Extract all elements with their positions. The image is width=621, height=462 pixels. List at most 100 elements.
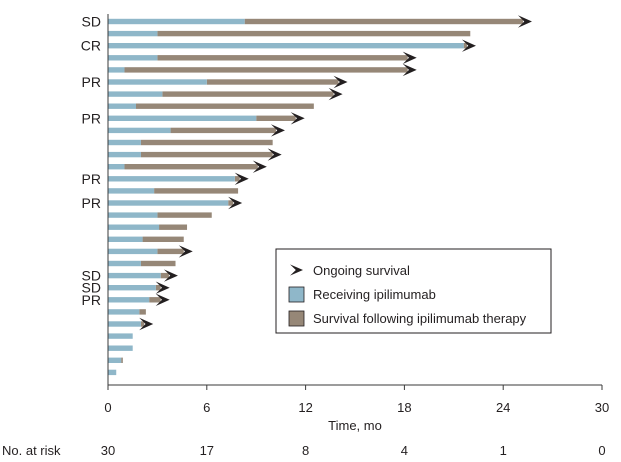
bar-survival-following-ipilimumab: [160, 272, 169, 279]
bar-receiving-ipilimumab: [108, 200, 229, 206]
bar-receiving-ipilimumab: [108, 272, 161, 279]
bar-receiving-ipilimumab: [108, 67, 125, 73]
bars-layer: [108, 18, 523, 376]
bar-survival-following-ipilimumab: [157, 212, 212, 218]
bar-receiving-ipilimumab: [108, 260, 141, 267]
bar-survival-following-ipilimumab: [157, 55, 408, 61]
bar-survival-following-ipilimumab: [157, 30, 471, 37]
response-label: PR: [82, 171, 101, 187]
bar-survival-following-ipilimumab: [162, 91, 334, 97]
bar-receiving-ipilimumab: [108, 309, 140, 315]
legend-following-swatch: [288, 310, 305, 327]
bar-survival-following-ipilimumab: [159, 224, 188, 230]
legend-ongoing-label: Ongoing survival: [313, 263, 410, 278]
bar-receiving-ipilimumab: [108, 212, 158, 218]
bar-survival-following-ipilimumab: [244, 18, 523, 25]
bar-receiving-ipilimumab: [108, 139, 141, 146]
x-tick-label: 24: [496, 400, 510, 415]
bar-receiving-ipilimumab: [108, 369, 117, 376]
bar-receiving-ipilimumab: [108, 127, 171, 134]
legend-receiving-swatch: [288, 286, 305, 303]
ongoing-survival-arrow-icon: [328, 87, 343, 101]
response-label: SD: [82, 14, 101, 30]
bar-survival-following-ipilimumab: [140, 151, 273, 158]
ongoing-survival-arrow-icon: [402, 51, 417, 64]
bar-survival-following-ipilimumab: [140, 260, 176, 267]
ongoing-survival-arrow-icon: [267, 148, 282, 161]
bar-survival-following-ipilimumab: [170, 127, 276, 134]
response-label: PR: [82, 292, 101, 308]
bar-survival-following-ipilimumab: [149, 297, 161, 303]
bar-survival-following-ipilimumab: [142, 236, 184, 242]
at-risk-row: No. at risk 30 17 8 4 1 0: [2, 443, 606, 458]
ongoing-survival-arrow-icon: [163, 269, 178, 282]
bar-survival-following-ipilimumab: [256, 115, 296, 121]
ongoing-survival-arrow-icon: [402, 63, 417, 77]
ongoing-survival-arrow-icon: [461, 39, 476, 52]
x-axis-title: Time, mo: [328, 418, 382, 433]
bar-receiving-ipilimumab: [108, 115, 257, 121]
bar-survival-following-ipilimumab: [155, 285, 161, 291]
at-risk-value: 8: [302, 443, 309, 457]
bar-receiving-ipilimumab: [108, 18, 245, 25]
bar-receiving-ipilimumab: [108, 30, 158, 37]
bar-survival-following-ipilimumab: [135, 103, 314, 109]
legend: Ongoing survival Receiving ipilimumab Su…: [275, 248, 552, 334]
x-tick-label: 30: [595, 400, 609, 415]
ongoing-survival-arrow-icon: [155, 281, 170, 294]
ongoing-survival-arrow-icon: [333, 75, 348, 89]
bar-survival-following-ipilimumab: [154, 188, 239, 194]
response-label: SD: [82, 268, 101, 284]
x-tick-label: 6: [203, 400, 210, 415]
x-axis-ticks: 0 6 12 18 24 30: [104, 385, 609, 415]
at-risk-value: 30: [101, 443, 115, 457]
bar-receiving-ipilimumab: [108, 103, 136, 109]
bar-survival-following-ipilimumab: [463, 43, 467, 49]
ongoing-survival-arrow-icon: [139, 317, 154, 331]
bar-receiving-ipilimumab: [108, 43, 464, 49]
bar-receiving-ipilimumab: [108, 224, 160, 230]
ongoing-survival-arrow-icon: [228, 196, 243, 210]
at-risk-value: 4: [401, 443, 408, 457]
bar-receiving-ipilimumab: [108, 188, 155, 194]
bar-receiving-ipilimumab: [108, 79, 207, 85]
bar-survival-following-ipilimumab: [228, 200, 234, 206]
ongoing-survival-arrow-icon: [290, 112, 305, 125]
bar-receiving-ipilimumab: [108, 151, 141, 158]
x-tick-label: 18: [397, 400, 411, 415]
bar-receiving-ipilimumab: [108, 248, 158, 255]
response-label: CR: [81, 38, 101, 54]
bar-survival-following-ipilimumab: [206, 79, 339, 85]
arrows-layer: [139, 15, 532, 331]
bar-survival-following-ipilimumab: [157, 248, 184, 255]
bar-receiving-ipilimumab: [108, 91, 163, 97]
bar-receiving-ipilimumab: [108, 285, 156, 291]
at-risk-value: 17: [200, 443, 214, 457]
bar-receiving-ipilimumab: [108, 297, 150, 303]
bar-survival-following-ipilimumab: [234, 176, 240, 182]
ongoing-survival-arrow-icon: [252, 160, 267, 173]
legend-following-label: Survival following ipilimumab therapy: [313, 311, 527, 326]
bar-receiving-ipilimumab: [108, 55, 158, 61]
bar-survival-following-ipilimumab: [121, 357, 123, 363]
bar-receiving-ipilimumab: [108, 333, 133, 339]
at-risk-value: 1: [500, 443, 507, 457]
response-label: PR: [82, 195, 101, 211]
bar-survival-following-ipilimumab: [124, 164, 258, 170]
bar-receiving-ipilimumab: [108, 176, 235, 182]
bar-receiving-ipilimumab: [108, 236, 143, 242]
bar-survival-following-ipilimumab: [140, 139, 273, 146]
response-label: PR: [82, 74, 101, 90]
response-label: PR: [82, 110, 101, 126]
bar-survival-following-ipilimumab: [139, 309, 146, 315]
x-axis: 0 6 12 18 24 30 Time, mo: [104, 14, 609, 433]
at-risk-value: 0: [598, 443, 605, 457]
response-label: SD: [82, 280, 101, 296]
legend-box: [275, 248, 552, 334]
ongoing-survival-arrow-icon: [155, 293, 170, 306]
bar-receiving-ipilimumab: [108, 321, 141, 327]
bar-survival-following-ipilimumab: [140, 321, 145, 327]
x-tick-label: 0: [104, 400, 111, 415]
